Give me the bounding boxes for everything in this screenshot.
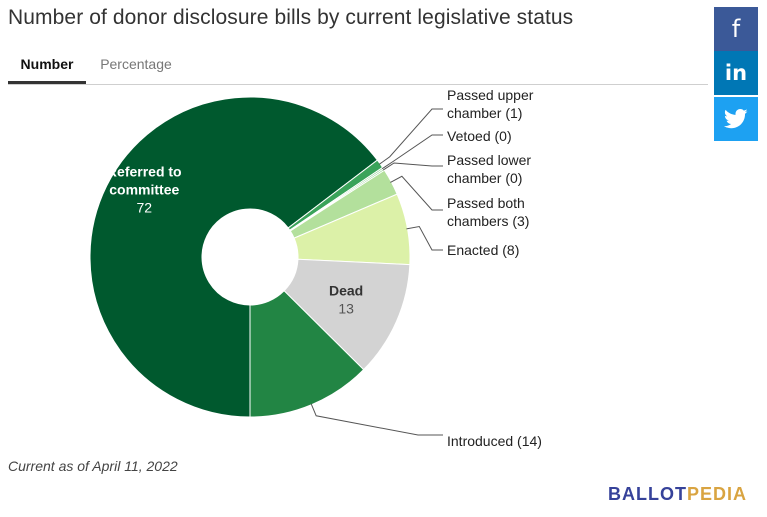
outer-label-line: chamber (1) — [447, 105, 522, 121]
outer-label-vetoed-0: Vetoed (0) — [447, 128, 512, 144]
outer-label-line: Vetoed (0) — [447, 128, 512, 144]
outer-label-passed-lower-chamber-0: Passed lower chamber (0) — [447, 152, 531, 186]
leader-line-passed-lower-chamber-0 — [382, 162, 443, 171]
inner-label-line: committee — [109, 182, 179, 198]
slice-introduced — [249, 290, 365, 418]
tab-number[interactable]: Number — [8, 52, 86, 84]
slice-dead — [283, 258, 411, 371]
outer-label-line: chamber (0) — [447, 170, 522, 186]
inner-label-value: 13 — [338, 300, 354, 316]
outer-label-passed-both-chambers-3: Passed both chambers (3) — [447, 195, 529, 229]
inner-label-dead: Dead 13 — [329, 282, 363, 316]
outer-label-line: Passed upper — [447, 87, 534, 103]
logo-part-ballot: BALLOT — [608, 484, 687, 504]
leader-line-passed-upper-chamber-1 — [378, 108, 443, 165]
twitter-icon — [724, 109, 748, 129]
twitter-share-button[interactable] — [714, 97, 758, 141]
view-tabs: Number Percentage — [8, 52, 708, 85]
leader-line-passed-both-chambers-3 — [390, 175, 443, 211]
leader-line-enacted-8 — [406, 225, 443, 251]
outer-label-line: Passed lower — [447, 152, 531, 168]
tab-percentage[interactable]: Percentage — [100, 56, 172, 72]
outer-label-enacted-8: Enacted (8) — [447, 242, 519, 258]
inner-label-line: Referred to — [107, 164, 182, 180]
linkedin-share-button[interactable]: in — [714, 51, 758, 95]
outer-label-line: Introduced (14) — [447, 433, 542, 449]
logo-part-pedia: PEDIA — [686, 484, 747, 504]
linkedin-icon: in — [724, 61, 748, 85]
inner-label-value: 72 — [136, 200, 152, 216]
footnote: Current as of April 11, 2022 — [8, 458, 178, 474]
outer-label-line: Passed both — [447, 195, 525, 211]
ballotpedia-logo[interactable]: BALLOTPEDIA — [608, 484, 747, 505]
outer-label-introduced-14: Introduced (14) — [447, 433, 542, 449]
leader-line-introduced-14 — [310, 403, 443, 436]
inner-label-referred-to-committee: Referred to committee 72 — [107, 164, 182, 216]
facebook-icon: f — [731, 15, 741, 43]
facebook-share-button[interactable]: f — [714, 7, 758, 51]
chart-title: Number of donor disclosure bills by curr… — [8, 6, 574, 29]
slice-referred-to-committee — [89, 96, 379, 418]
outer-label-line: Enacted (8) — [447, 242, 519, 258]
outer-label-passed-upper-chamber-1: Passed upper chamber (1) — [447, 87, 534, 121]
outer-label-line: chambers (3) — [447, 213, 529, 229]
leader-line-vetoed-0 — [381, 134, 443, 170]
inner-label-line: Dead — [329, 282, 363, 298]
